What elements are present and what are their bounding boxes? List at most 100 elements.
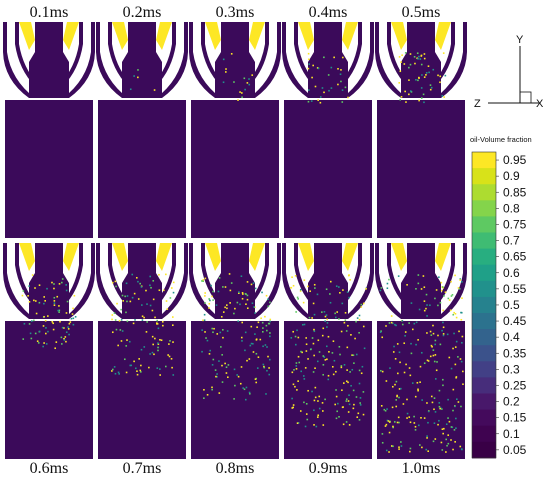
droplet xyxy=(426,332,428,334)
droplet xyxy=(111,318,113,321)
droplet xyxy=(131,296,134,299)
droplet xyxy=(312,64,314,67)
droplet xyxy=(262,345,264,348)
droplet xyxy=(423,53,426,55)
droplet xyxy=(420,351,423,354)
droplet xyxy=(126,295,129,297)
droplet xyxy=(429,304,431,307)
fuel-jet-right xyxy=(435,243,451,271)
droplet xyxy=(33,319,35,322)
droplet xyxy=(338,416,340,418)
droplet xyxy=(314,287,316,289)
droplet xyxy=(124,358,126,361)
droplet xyxy=(347,324,349,327)
droplet xyxy=(348,424,351,426)
droplet xyxy=(419,381,421,383)
droplet xyxy=(260,317,262,320)
droplet xyxy=(71,313,74,315)
droplet xyxy=(349,371,351,373)
droplet xyxy=(313,354,315,357)
droplet xyxy=(262,363,265,366)
color-legend: oil-Volume fraction 0.95 0.9 0.85 0.8 0.75 0.… xyxy=(470,135,532,459)
droplet xyxy=(218,392,221,394)
droplet xyxy=(246,82,249,84)
droplet xyxy=(145,289,147,292)
droplet xyxy=(65,284,68,286)
droplet xyxy=(423,362,426,365)
droplet xyxy=(439,407,441,410)
droplet xyxy=(416,381,419,384)
droplet xyxy=(238,291,240,293)
droplet xyxy=(415,78,417,81)
droplet xyxy=(70,317,73,320)
droplet xyxy=(427,65,430,67)
droplet xyxy=(261,291,263,294)
droplet xyxy=(392,445,394,448)
legend-tick-label: 0.65 xyxy=(503,250,527,264)
droplet xyxy=(164,365,167,368)
droplet xyxy=(440,407,442,410)
droplet xyxy=(269,318,272,321)
droplet xyxy=(333,359,336,362)
droplet xyxy=(345,400,348,402)
droplet xyxy=(203,388,205,391)
droplet xyxy=(322,327,325,330)
droplet xyxy=(432,349,435,351)
droplet xyxy=(396,395,398,398)
droplet xyxy=(310,100,313,102)
droplet xyxy=(246,307,249,310)
droplet xyxy=(255,381,258,384)
droplet xyxy=(143,316,145,319)
droplet xyxy=(303,279,306,281)
droplet xyxy=(409,90,412,92)
droplet xyxy=(423,286,426,289)
droplet xyxy=(329,293,331,295)
droplet xyxy=(316,416,319,418)
axis-label-x: X xyxy=(536,98,544,110)
legend-swatch xyxy=(472,200,496,217)
droplet xyxy=(31,320,33,322)
droplet xyxy=(219,331,222,334)
droplet xyxy=(385,380,388,382)
droplet xyxy=(65,331,68,334)
droplet xyxy=(379,331,382,333)
time-labels: 0.1ms 0.2ms 0.3ms 0.4ms 0.5ms 0.6ms 0.7ms 0.8ms… xyxy=(30,4,441,477)
droplet xyxy=(128,340,131,343)
droplet xyxy=(435,369,438,372)
droplet xyxy=(111,314,114,316)
droplet xyxy=(454,274,456,277)
droplet xyxy=(428,71,430,74)
droplet xyxy=(23,322,26,325)
droplet xyxy=(396,343,399,345)
droplet xyxy=(414,62,416,65)
droplet xyxy=(442,52,445,54)
droplet xyxy=(132,322,135,325)
legend-title: oil-Volume fraction xyxy=(470,135,532,144)
droplet xyxy=(229,302,231,304)
droplet xyxy=(161,321,164,323)
droplet xyxy=(461,341,463,344)
droplet xyxy=(438,405,441,408)
droplet xyxy=(381,433,384,435)
droplet xyxy=(394,357,397,360)
legend-swatch xyxy=(472,329,496,346)
droplet xyxy=(38,330,41,333)
droplet xyxy=(406,412,409,415)
droplet xyxy=(455,340,458,343)
legend-tick-label: 0.05 xyxy=(503,443,527,457)
droplet xyxy=(442,321,444,324)
droplet xyxy=(438,419,440,422)
droplet xyxy=(379,289,382,292)
droplet xyxy=(307,285,309,288)
droplet xyxy=(125,282,128,285)
droplet xyxy=(403,63,406,65)
droplet xyxy=(426,359,429,362)
droplet xyxy=(156,322,158,325)
droplet xyxy=(360,372,363,375)
droplet xyxy=(113,312,116,314)
droplet xyxy=(233,398,235,400)
droplet xyxy=(323,91,325,94)
droplet xyxy=(413,55,416,58)
droplet xyxy=(381,370,384,373)
